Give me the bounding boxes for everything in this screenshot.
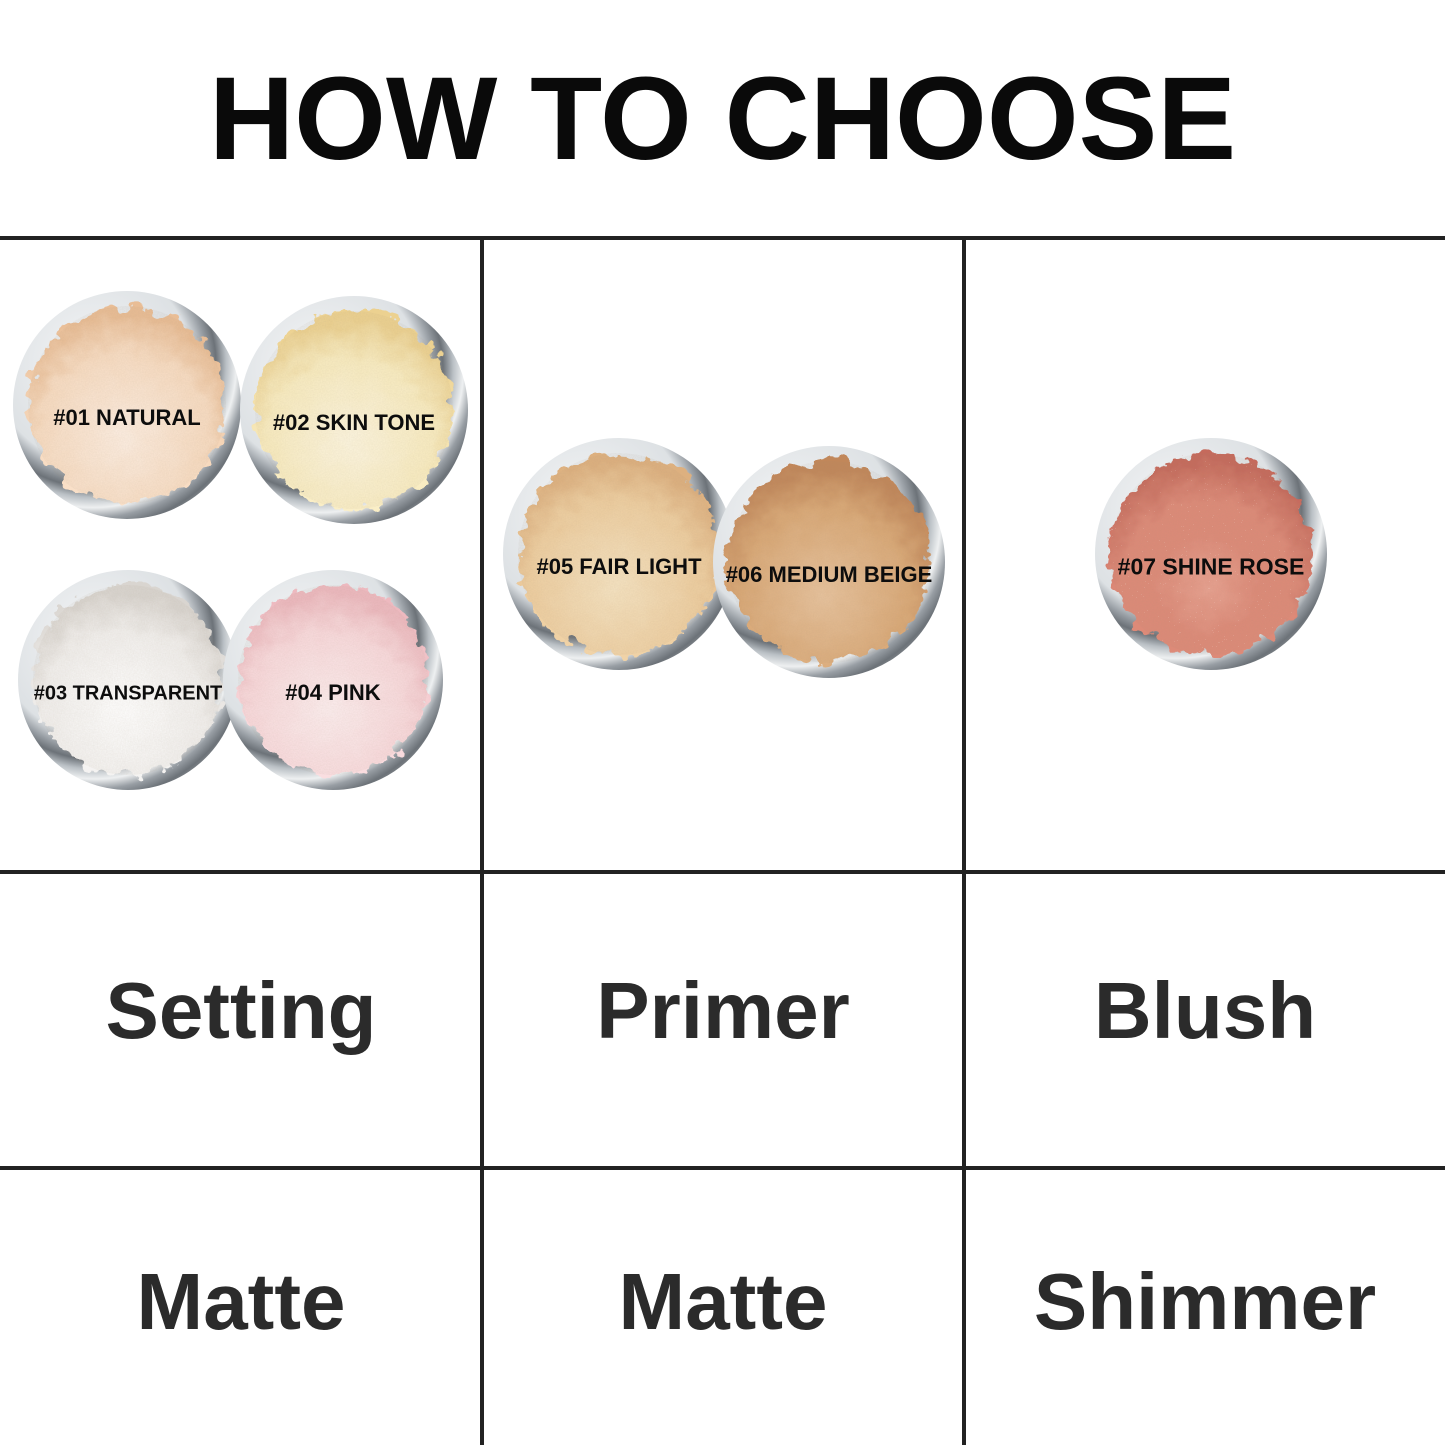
svg-text:#01 NATURAL: #01 NATURAL: [53, 405, 201, 430]
svg-text:#05 FAIR LIGHT: #05 FAIR LIGHT: [536, 554, 702, 579]
svg-text:#03 TRANSPARENT: #03 TRANSPARENT: [34, 682, 223, 704]
svg-text:#02 SKIN TONE: #02 SKIN TONE: [273, 410, 435, 435]
svg-text:#07 SHINE ROSE: #07 SHINE ROSE: [1118, 553, 1305, 579]
svg-text:#04 PINK: #04 PINK: [285, 680, 380, 705]
svg-text:#06 MEDIUM BEIGE: #06 MEDIUM BEIGE: [726, 562, 933, 587]
